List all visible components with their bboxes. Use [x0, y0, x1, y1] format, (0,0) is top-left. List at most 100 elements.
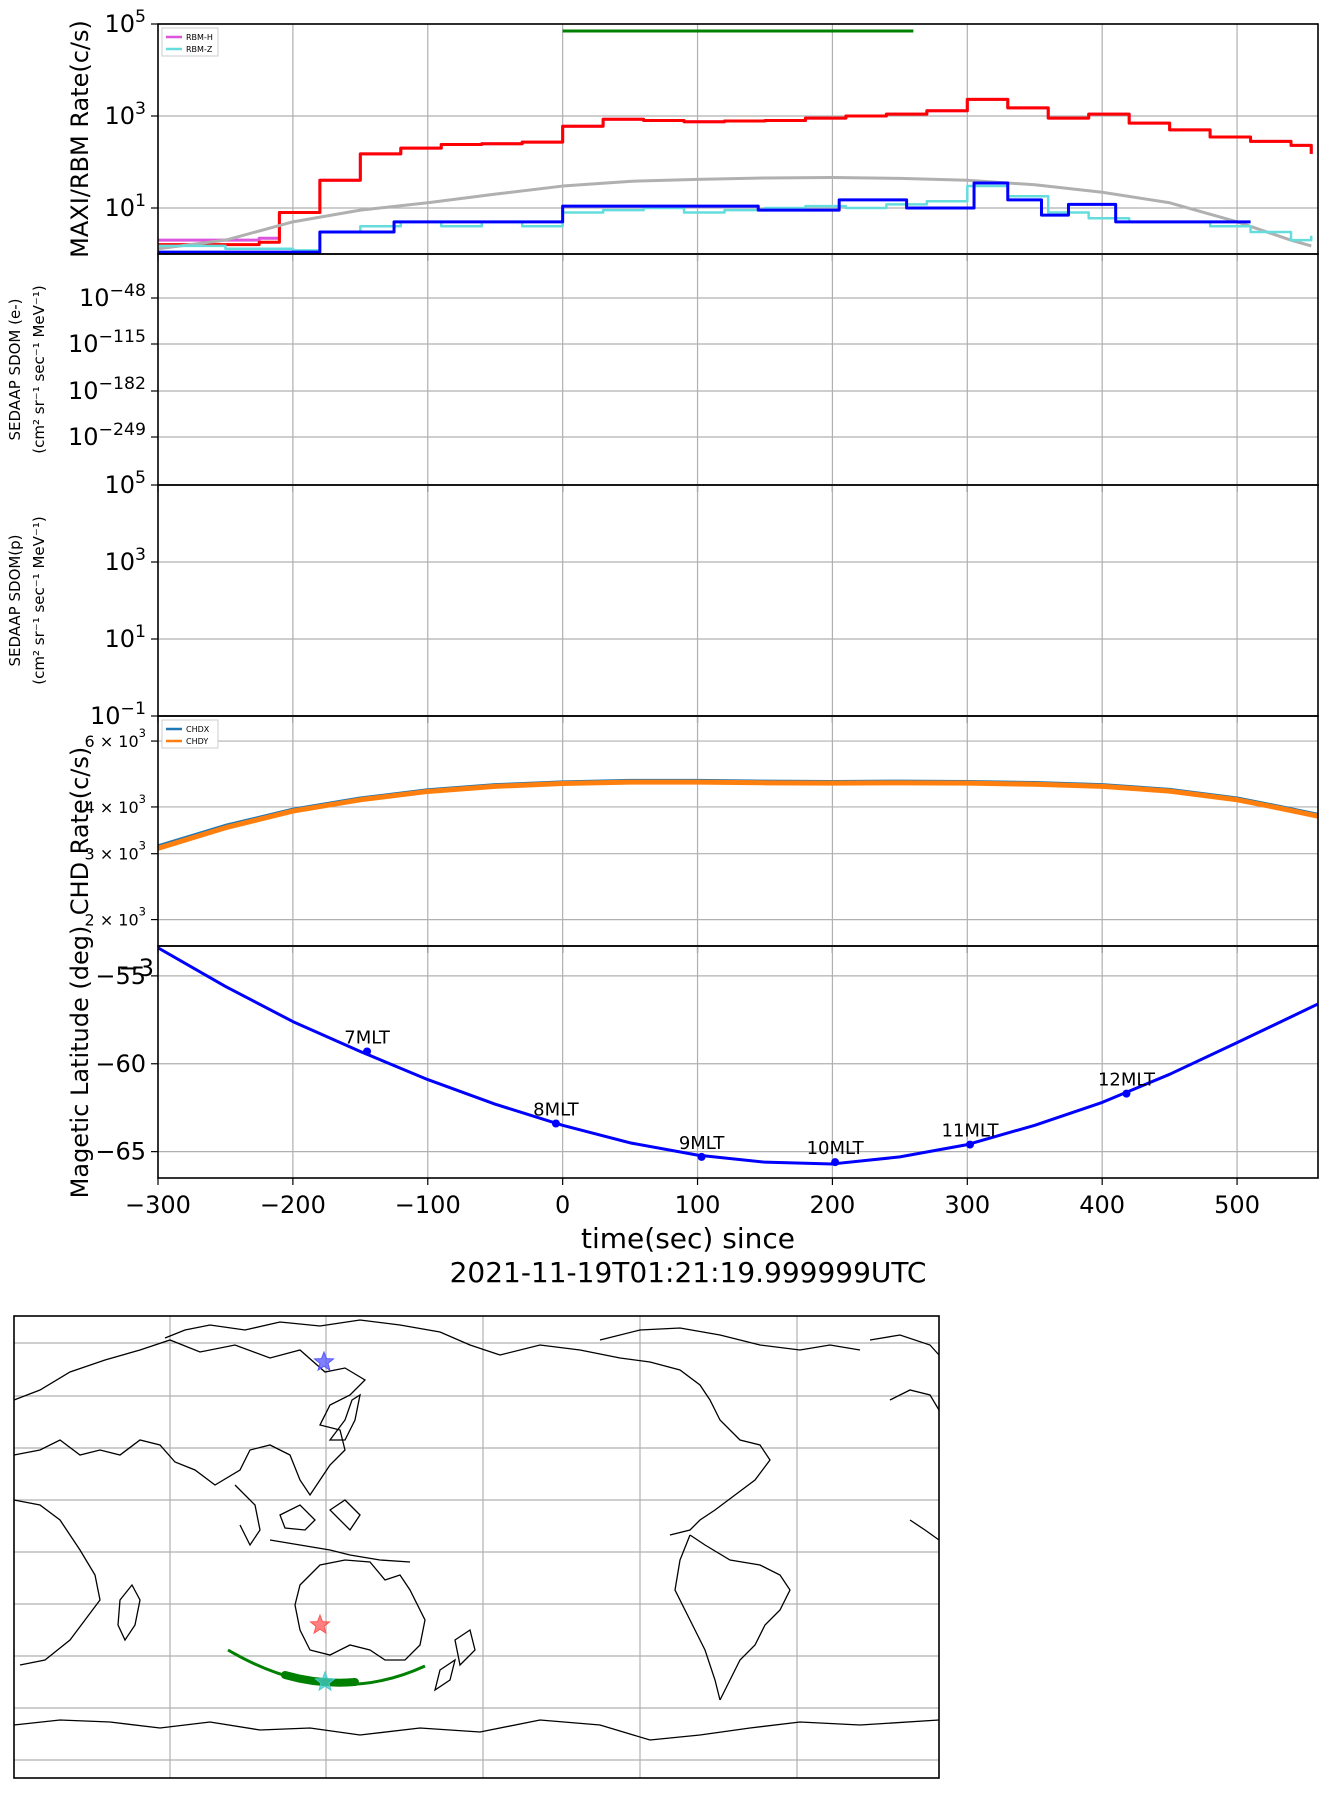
- world-map: [13, 1315, 940, 1779]
- coastline: [164, 1319, 501, 1356]
- coastline: [433, 1658, 457, 1692]
- y-tick-label: 4 × 103: [85, 792, 146, 817]
- coastline: [13, 1719, 940, 1741]
- y-tick-label: 105: [104, 468, 146, 499]
- y-tick-label: 10−182: [68, 374, 146, 405]
- y-ticks: 105 103 101: [104, 7, 158, 222]
- map-frame: [13, 1315, 940, 1779]
- y-ticks: 6 × 103 4 × 103 3 × 103 2 × 103: [85, 726, 158, 930]
- coastline: [13, 1339, 367, 1497]
- coastline: [328, 1393, 361, 1441]
- y-tick-label: 10−115: [68, 327, 146, 358]
- y-ticks: 10−48 10−115 10−182 10−249: [68, 281, 158, 451]
- y-axis-label: SEDAAP SDOM(p): [6, 534, 24, 666]
- y-tick-label: −65: [95, 1138, 146, 1166]
- y-tick-label: 10−1: [90, 699, 146, 730]
- y-tick-label: 103: [104, 545, 146, 576]
- mlt-point: [363, 1047, 372, 1056]
- coastline: [269, 1539, 411, 1563]
- y-tick-label: −55: [95, 962, 146, 990]
- series-group: [158, 778, 1318, 851]
- series-line-1: [158, 97, 1313, 247]
- x-tick-label: −200: [260, 1191, 326, 1219]
- panel-4: 6 × 103 4 × 103 3 × 103 2 × 103 CHDX CHDY CHD …: [66, 715, 1319, 953]
- panel-3: 105 103 101 10−1 SEDAAP SDOM(p) (cm² sr⁻¹ sec…: [6, 468, 1319, 730]
- coastline: [234, 1484, 261, 1547]
- mlt-label: 12MLT: [1098, 1070, 1156, 1091]
- y-axis-label: MAXI/RBM Rate(c/s): [66, 20, 94, 258]
- x-tick-label: 200: [810, 1191, 856, 1219]
- panel-frame: [157, 23, 1319, 255]
- cyan-star-marker: [314, 1670, 336, 1692]
- series-line-0: [158, 946, 1318, 1166]
- coastline: [13, 1499, 101, 1666]
- panel-5: −55 −60 −65 7MLT 8MLT 9MLT 10MLT 11MLT 12MLT Mage…: [66, 926, 1319, 1289]
- legend-label: RBM-H: [186, 33, 213, 42]
- legend-label: CHDX: [186, 725, 210, 734]
- y-ticks: −55 −60 −65: [95, 962, 158, 1166]
- coastline: [889, 1389, 940, 1411]
- coastline: [599, 1327, 861, 1351]
- blue-star-marker: [313, 1350, 335, 1372]
- panel-frame: [157, 945, 1319, 1179]
- y-tick-label: 6 × 103: [85, 726, 146, 751]
- y-ticks: 105 103 101 10−1: [90, 468, 158, 730]
- coastline: [909, 1519, 940, 1541]
- coastline: [294, 1559, 426, 1661]
- y-tick-label: 103: [104, 99, 146, 130]
- panel-frame: [157, 484, 1319, 717]
- y-tick-label: 105: [104, 7, 146, 38]
- coastline: [117, 1583, 141, 1642]
- coastline: [328, 1499, 361, 1532]
- x-axis-label-date: 2021-11-19T01:21:19.999999UTC: [450, 1256, 927, 1289]
- panel-frame: [157, 253, 1319, 486]
- mlt-label: 8MLT: [533, 1100, 580, 1121]
- coastline: [869, 1334, 940, 1356]
- legend-label: RBM-Z: [186, 45, 213, 54]
- y-axis-units: (cm² sr⁻¹ sec⁻¹ MeV⁻¹): [30, 516, 48, 684]
- coastline: [279, 1504, 316, 1531]
- y-axis-label: SEDAAP SDOM (e-): [6, 299, 24, 441]
- y-tick-label: 10−249: [68, 420, 146, 451]
- y-tick-label: 101: [104, 191, 146, 222]
- mlt-point: [697, 1152, 706, 1161]
- series-RBM-Z: [158, 184, 1313, 252]
- y-tick-label: 3 × 103: [85, 839, 146, 864]
- red-star-marker: [309, 1613, 331, 1635]
- chart-panels: 105 103 101 RBM-H RBM-Z MAXI/RBM Rate(c/s) 10−…: [6, 7, 1319, 1289]
- x-axis-label: time(sec) since: [581, 1222, 795, 1255]
- coastline: [689, 1534, 791, 1701]
- legend: CHDX CHDY: [161, 719, 219, 749]
- mlt-label: 9MLT: [679, 1133, 726, 1154]
- mlt-point: [966, 1140, 974, 1149]
- x-tick-label: −300: [125, 1191, 191, 1219]
- x-tick-label: 300: [944, 1191, 990, 1219]
- y-tick-label: 10−48: [79, 281, 146, 312]
- y-tick-label: 101: [104, 622, 146, 653]
- mlt-point: [831, 1158, 840, 1167]
- x-tick-label: 100: [675, 1191, 721, 1219]
- y-tick-label: −60: [95, 1050, 146, 1078]
- y-axis-units: (cm² sr⁻¹ sec⁻¹ MeV⁻¹): [30, 285, 48, 453]
- mlt-label: 10MLT: [807, 1138, 865, 1159]
- coastline: [454, 1628, 476, 1667]
- panel-frame: [157, 715, 1319, 947]
- legend-box: [161, 719, 219, 749]
- x-tick-label: −100: [395, 1191, 461, 1219]
- y-tick-label: 2 × 103: [85, 905, 146, 930]
- x-tick-label: 500: [1214, 1191, 1260, 1219]
- x-tick-label: 0: [555, 1191, 570, 1219]
- legend: RBM-H RBM-Z: [161, 27, 219, 57]
- y-axis-label: CHD Rate(c/s): [66, 747, 94, 915]
- mlt-point: [551, 1119, 560, 1128]
- series-group: [158, 97, 1313, 254]
- stray-tick-label: −3: [119, 954, 154, 982]
- mlt-label: 7MLT: [344, 1027, 391, 1048]
- mlt-label: 11MLT: [942, 1121, 1000, 1142]
- series-line-4: [158, 181, 1251, 254]
- coastline: [499, 1344, 771, 1536]
- legend-label: CHDY: [186, 737, 208, 746]
- series-CHDY: [158, 779, 1318, 851]
- x-tick-label: 400: [1079, 1191, 1125, 1219]
